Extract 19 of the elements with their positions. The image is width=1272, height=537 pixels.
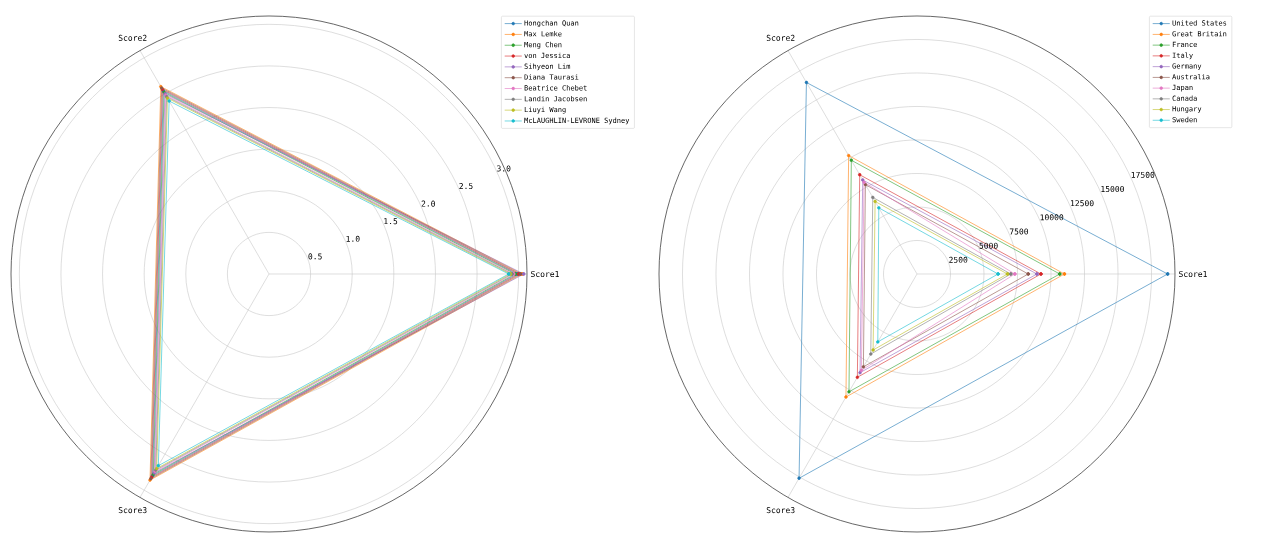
- spoke-label: Score1: [531, 270, 559, 278]
- spoke-label: Score1: [1179, 270, 1207, 278]
- spoke-label: Score2: [118, 34, 147, 41]
- y-tick-label: 3.0: [497, 165, 511, 172]
- y-tick-label: 2500: [949, 256, 968, 263]
- y-tick-label: 1.5: [384, 218, 398, 225]
- y-tick-label: 1.0: [346, 235, 360, 242]
- y-tick-label: 0.5: [308, 253, 322, 260]
- spoke-label: Score3: [766, 507, 795, 514]
- y-tick-label: 15000: [1101, 185, 1124, 193]
- y-tick-label: 2.5: [459, 183, 473, 190]
- y-tick-label: 10000: [1040, 214, 1064, 221]
- y-tick-label: 7500: [1009, 228, 1029, 235]
- y-tick-label: 17500: [1131, 171, 1155, 178]
- y-tick-label: 2.0: [421, 200, 435, 207]
- y-tick-label: 5000: [979, 242, 998, 249]
- spoke-label: Score3: [118, 507, 147, 514]
- spoke-label: Score2: [766, 34, 795, 41]
- y-tick-label: 12500: [1070, 200, 1094, 207]
